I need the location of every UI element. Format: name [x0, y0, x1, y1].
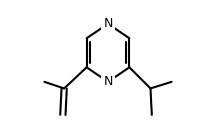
Text: N: N [103, 75, 113, 88]
Text: N: N [103, 17, 113, 30]
